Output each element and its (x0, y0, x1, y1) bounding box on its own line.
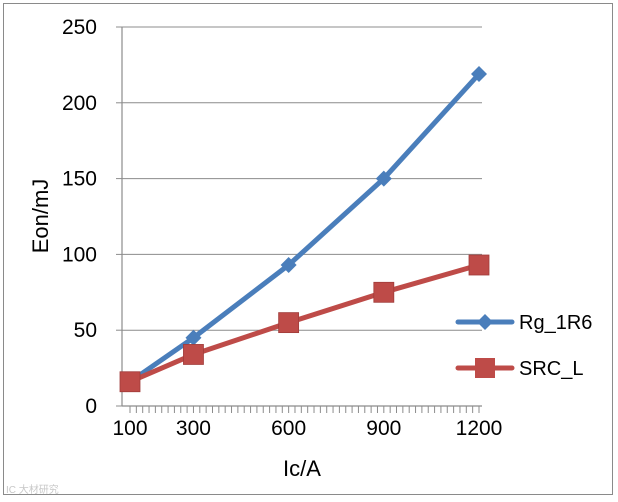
x-tick-label-600: 600 (271, 417, 306, 440)
point-src-l-100 (119, 371, 141, 393)
x-tick-label-100: 100 (112, 417, 147, 440)
x-tick-label-1200: 1200 (456, 417, 503, 440)
point-src-l-1200 (468, 254, 490, 276)
legend-label-rg-1r6: Rg_1R6 (519, 312, 592, 334)
point-src-l-600 (278, 312, 300, 334)
y-tick-label-100: 100 (62, 243, 97, 266)
y-axis-ticks: 0 50 100 150 200 250 (62, 16, 122, 418)
series-layer (119, 65, 490, 393)
point-rg-1r6-900 (375, 170, 392, 187)
point-src-l-300 (183, 344, 204, 365)
point-rg-1r6-300 (185, 329, 202, 346)
y-tick-label-50: 50 (74, 319, 97, 342)
series-line-rg-1r6 (127, 71, 482, 385)
point-src-l-900 (373, 281, 395, 303)
x-tick-label-300: 300 (176, 417, 211, 440)
x-axis-ticks: 100 300 600 900 1200 (112, 406, 502, 440)
legend-marker-rg-1r6 (477, 314, 493, 330)
y-tick-label-150: 150 (62, 168, 97, 191)
x-tick-label-900: 900 (366, 417, 401, 440)
legend: Rg_1R6 SRC_L (455, 312, 592, 380)
y-tick-label-200: 200 (62, 92, 97, 115)
point-rg-1r6-1200 (471, 65, 487, 82)
y-tick-label-250: 250 (62, 16, 97, 39)
series-line-src-l (127, 262, 482, 385)
legend-marker-src-l (475, 358, 495, 378)
gridlines (122, 26, 482, 331)
point-rg-1r6-600 (280, 257, 297, 274)
legend-label-src-l: SRC_L (519, 358, 583, 380)
watermark: IC 大材研究 (6, 483, 59, 496)
y-axis-title: Eon/mJ (28, 179, 53, 254)
y-tick-label-0: 0 (85, 395, 97, 418)
x-axis-title: Ic/A (283, 456, 321, 481)
